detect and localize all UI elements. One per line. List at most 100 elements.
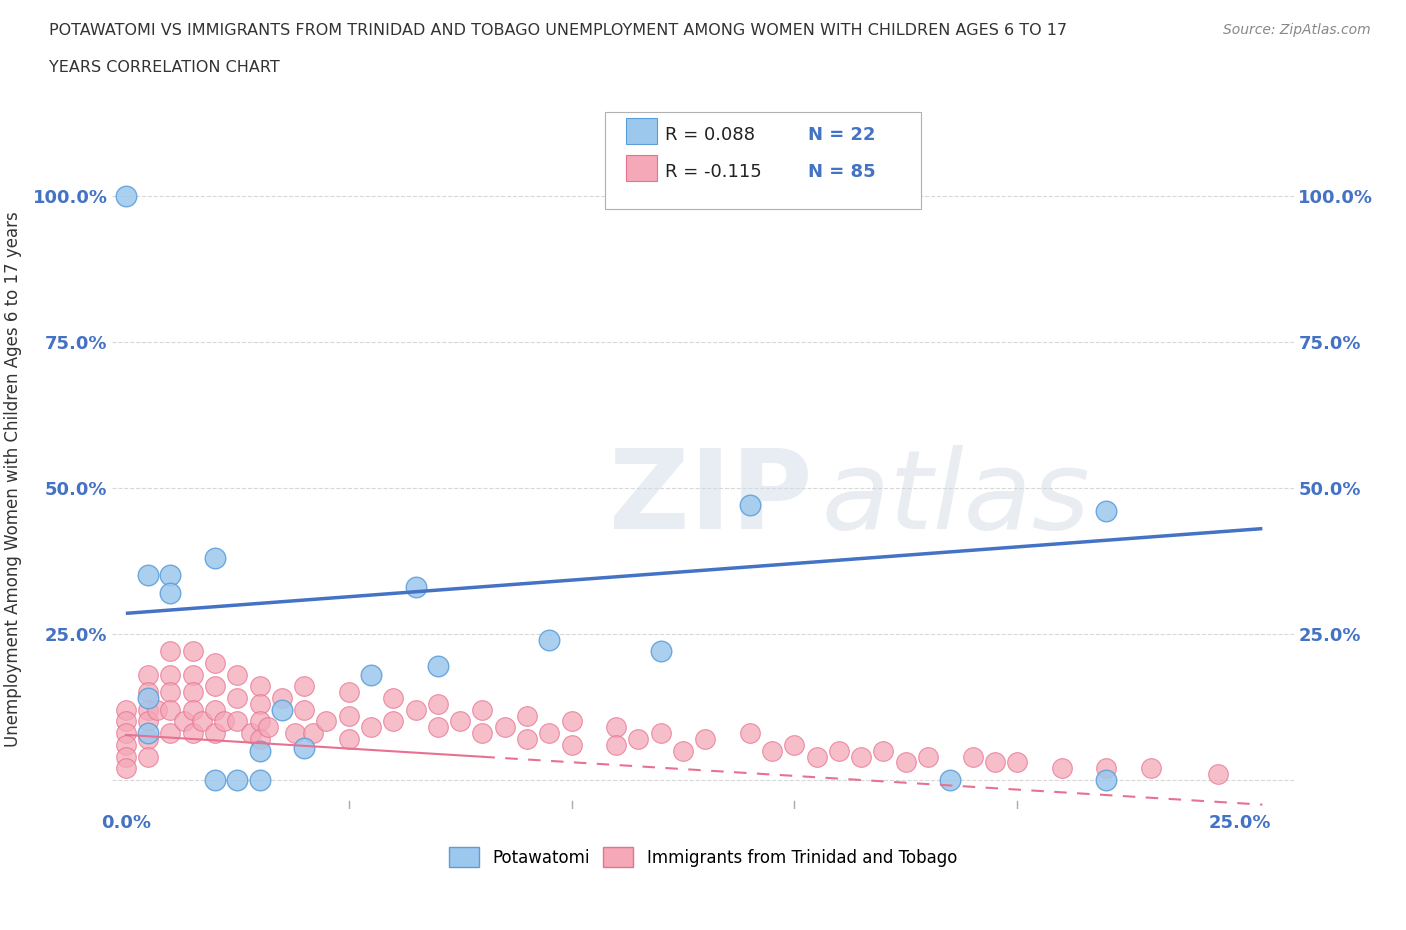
- Point: [159, 568, 181, 583]
- Point: [851, 749, 873, 764]
- Point: [405, 702, 427, 717]
- Point: [226, 714, 249, 729]
- Point: [159, 684, 181, 699]
- Point: [249, 773, 271, 788]
- Point: [115, 725, 138, 740]
- Point: [738, 725, 761, 740]
- Point: [1095, 773, 1118, 788]
- Point: [783, 737, 806, 752]
- Point: [360, 720, 382, 735]
- Point: [939, 773, 962, 788]
- Point: [337, 732, 360, 747]
- Point: [382, 691, 405, 706]
- Point: [1140, 761, 1163, 776]
- Point: [239, 725, 262, 740]
- Point: [115, 702, 138, 717]
- Point: [159, 667, 181, 682]
- Point: [449, 714, 471, 729]
- Text: atlas: atlas: [821, 445, 1090, 552]
- Point: [627, 732, 650, 747]
- Point: [538, 725, 561, 740]
- Point: [204, 679, 226, 694]
- Point: [828, 743, 851, 758]
- Point: [471, 702, 494, 717]
- Point: [204, 773, 226, 788]
- Point: [695, 732, 717, 747]
- Point: [136, 732, 159, 747]
- Point: [181, 725, 204, 740]
- Point: [136, 684, 159, 699]
- Text: YEARS CORRELATION CHART: YEARS CORRELATION CHART: [49, 60, 280, 75]
- Point: [249, 697, 271, 711]
- Point: [159, 586, 181, 601]
- Point: [382, 714, 405, 729]
- Text: ZIP: ZIP: [609, 445, 811, 552]
- Point: [173, 714, 195, 729]
- Point: [426, 697, 449, 711]
- Point: [1005, 755, 1028, 770]
- Point: [605, 737, 627, 752]
- Point: [115, 749, 138, 764]
- Point: [146, 702, 169, 717]
- Point: [204, 656, 226, 671]
- Point: [204, 551, 226, 565]
- Point: [190, 714, 212, 729]
- Point: [249, 714, 271, 729]
- Text: Source: ZipAtlas.com: Source: ZipAtlas.com: [1223, 23, 1371, 37]
- Point: [181, 702, 204, 717]
- Point: [249, 732, 271, 747]
- Point: [560, 714, 582, 729]
- Point: [761, 743, 783, 758]
- Point: [302, 725, 325, 740]
- Point: [337, 708, 360, 723]
- Point: [806, 749, 828, 764]
- Point: [115, 188, 138, 203]
- Point: [1050, 761, 1073, 776]
- Point: [1095, 761, 1118, 776]
- Point: [315, 714, 337, 729]
- Point: [494, 720, 516, 735]
- Point: [249, 679, 271, 694]
- Point: [181, 684, 204, 699]
- Point: [249, 743, 271, 758]
- Point: [257, 720, 280, 735]
- Point: [560, 737, 582, 752]
- Point: [136, 702, 159, 717]
- Point: [292, 702, 315, 717]
- Point: [136, 714, 159, 729]
- Text: R = -0.115: R = -0.115: [665, 163, 762, 180]
- Point: [738, 498, 761, 512]
- Point: [516, 732, 538, 747]
- Point: [270, 702, 292, 717]
- Point: [360, 667, 382, 682]
- Text: N = 85: N = 85: [808, 163, 876, 180]
- Text: N = 22: N = 22: [808, 126, 876, 143]
- Point: [538, 632, 561, 647]
- Point: [426, 720, 449, 735]
- Point: [270, 691, 292, 706]
- Point: [471, 725, 494, 740]
- Point: [405, 579, 427, 594]
- Point: [204, 725, 226, 740]
- Point: [115, 714, 138, 729]
- Point: [159, 725, 181, 740]
- Point: [181, 667, 204, 682]
- Point: [226, 667, 249, 682]
- Point: [292, 679, 315, 694]
- Point: [1095, 504, 1118, 519]
- Point: [136, 749, 159, 764]
- Point: [115, 737, 138, 752]
- Point: [159, 702, 181, 717]
- Point: [226, 691, 249, 706]
- Point: [337, 684, 360, 699]
- Text: R = 0.088: R = 0.088: [665, 126, 755, 143]
- Point: [894, 755, 917, 770]
- Point: [872, 743, 894, 758]
- Point: [159, 644, 181, 658]
- Point: [650, 644, 672, 658]
- Y-axis label: Unemployment Among Women with Children Ages 6 to 17 years: Unemployment Among Women with Children A…: [3, 211, 21, 747]
- Point: [284, 725, 307, 740]
- Point: [984, 755, 1007, 770]
- Point: [136, 691, 159, 706]
- Legend: Potawatomi, Immigrants from Trinidad and Tobago: Potawatomi, Immigrants from Trinidad and…: [443, 841, 963, 873]
